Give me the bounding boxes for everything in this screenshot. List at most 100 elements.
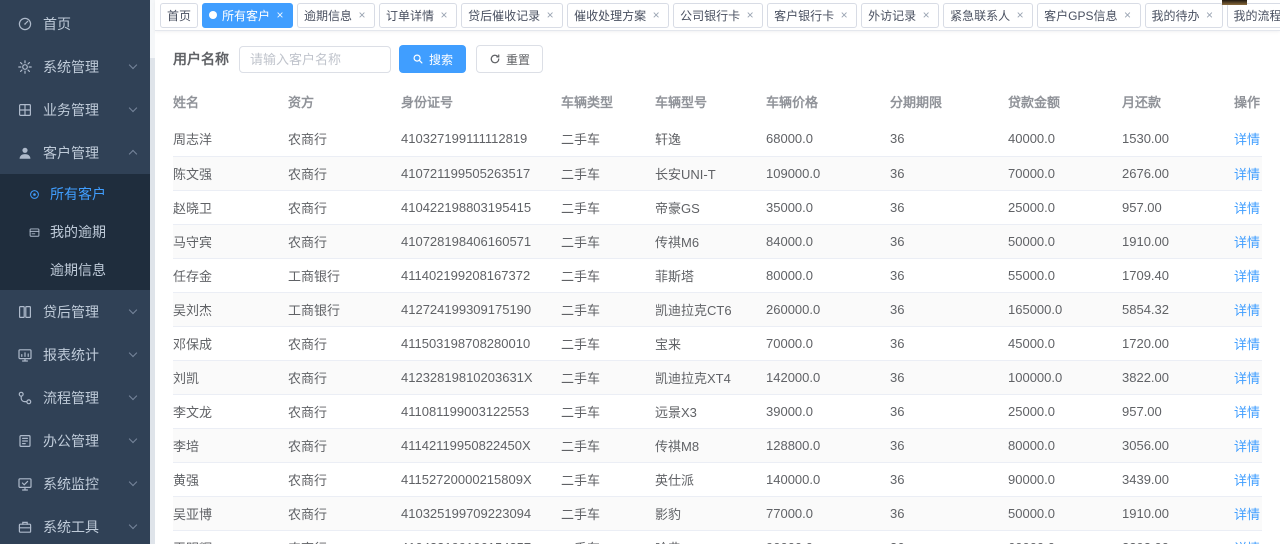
tab[interactable]: 客户GPS信息 × — [1037, 2, 1141, 28]
tab-label: 催收处理方案 — [574, 8, 647, 23]
tab-close-icon[interactable]: × — [546, 8, 554, 22]
table-cell: 90000.0 — [766, 530, 890, 544]
detail-link[interactable]: 详情 — [1233, 370, 1260, 386]
tab-close-icon[interactable]: × — [1123, 8, 1131, 22]
column-header: 分期期限 — [890, 95, 943, 110]
sidebar-item-label: 业务管理 — [43, 101, 99, 118]
table-cell: 68000.0 — [766, 122, 890, 157]
table-cell: 36 — [890, 394, 1008, 429]
tab[interactable]: 逾期信息 × — [297, 2, 376, 28]
sidebar-item[interactable]: 客户管理 — [0, 131, 150, 174]
detail-link[interactable]: 详情 — [1233, 472, 1260, 488]
tab-close-icon[interactable]: × — [746, 8, 754, 22]
sidebar-item[interactable]: 系统工具 — [0, 505, 150, 544]
table-cell: 90000.0 — [1008, 462, 1122, 497]
table-cell: 工商银行 — [288, 292, 401, 327]
table-cell: 轩逸 — [655, 122, 766, 157]
sidebar-item[interactable]: 首页 — [0, 2, 150, 45]
table-cell: 410423199106154357 — [401, 530, 561, 544]
tab[interactable]: 所有客户 × — [202, 2, 294, 28]
detail-link[interactable]: 详情 — [1233, 302, 1260, 318]
detail-link[interactable]: 详情 — [1233, 166, 1260, 182]
tab-label: 所有客户 — [222, 8, 271, 23]
sidebar-item[interactable]: 业务管理 — [0, 88, 150, 131]
table-cell: 凯迪拉克XT4 — [655, 360, 766, 395]
sidebar-item[interactable]: 办公管理 — [0, 419, 150, 462]
detail-link[interactable]: 详情 — [1233, 200, 1260, 216]
detail-link[interactable]: 详情 — [1233, 438, 1260, 454]
chevron-down-icon — [128, 477, 138, 487]
office-icon — [17, 433, 33, 449]
tab[interactable]: 紧急联系人 × — [943, 2, 1034, 28]
table-body: 周志洋 农商行 410327199111112819 二手车 轩逸 68000.0 36 40… — [173, 122, 1262, 544]
table-cell: 传祺M6 — [655, 224, 766, 259]
detail-link[interactable]: 详情 — [1233, 404, 1260, 420]
tab-close-icon[interactable]: × — [1206, 8, 1214, 22]
table-row: 吴亚博 农商行 410325199709223094 二手车 影豹 77000.0 36 50… — [173, 496, 1262, 531]
tab[interactable]: 订单详情 × — [379, 2, 458, 28]
table-cell: 50000.0 — [1008, 496, 1122, 531]
table-cell: 马守宾 — [173, 224, 288, 259]
tab-close-icon[interactable]: × — [922, 8, 930, 22]
tab-close-icon[interactable]: × — [1016, 8, 1024, 22]
sidebar-subitem[interactable]: 所有客户 — [0, 175, 150, 213]
table-cell: 二手车 — [561, 122, 655, 157]
sidebar-item[interactable]: 流程管理 — [0, 376, 150, 419]
tab[interactable]: 我的流程 × — [1226, 2, 1280, 28]
sidebar-item[interactable]: 报表统计 — [0, 333, 150, 376]
sidebar-item[interactable]: 系统监控 — [0, 462, 150, 505]
tab-close-icon[interactable]: × — [276, 8, 284, 22]
table-cell: 二手车 — [561, 326, 655, 361]
sidebar-item[interactable]: 贷后管理 — [0, 290, 150, 333]
reset-button-label: 重置 — [506, 52, 531, 67]
tab-close-icon[interactable]: × — [652, 8, 660, 22]
detail-link[interactable]: 详情 — [1233, 234, 1260, 250]
sidebar-subitem[interactable]: 我的逾期 — [0, 213, 150, 251]
tab-close-icon[interactable]: × — [440, 8, 448, 22]
tab[interactable]: 贷后催收记录 × — [461, 2, 564, 28]
tools-icon — [17, 519, 33, 535]
table-cell: 25000.0 — [1008, 394, 1122, 429]
sidebar-subitem-label: 逾期信息 — [50, 262, 106, 278]
table-cell: 影豹 — [655, 496, 766, 531]
table-cell: 王明辉 — [173, 530, 288, 544]
detail-link[interactable]: 详情 — [1233, 268, 1260, 284]
detail-link[interactable]: 详情 — [1233, 132, 1260, 148]
tab-label: 逾期信息 — [304, 8, 353, 23]
table-cell: 远景X3 — [655, 394, 766, 429]
reset-button[interactable]: 重置 — [476, 45, 544, 73]
sidebar-submenu: 所有客户 我的逾期 逾期信息 — [0, 174, 150, 290]
customer-name-input[interactable] — [239, 45, 391, 73]
table-cell: 宝来 — [655, 326, 766, 361]
tab-label: 紧急联系人 — [950, 8, 1011, 23]
gear-icon — [17, 59, 33, 75]
tab-close-icon[interactable]: × — [358, 8, 366, 22]
sidebar-subitem-label: 所有客户 — [50, 186, 106, 202]
sidebar-subitem[interactable]: 逾期信息 — [0, 251, 150, 289]
sidebar-scrollbar[interactable] — [150, 0, 155, 544]
detail-link[interactable]: 详情 — [1233, 506, 1260, 522]
table-cell: 410325199709223094 — [401, 496, 561, 531]
sidebar-subitem-label: 我的逾期 — [50, 224, 106, 240]
table-cell: 36 — [890, 496, 1008, 531]
table-cell: 411503198708280010 — [401, 326, 561, 361]
sidebar-scrollbar-thumb[interactable] — [150, 0, 155, 58]
table-cell: 410721199505263517 — [401, 156, 561, 191]
search-button[interactable]: 搜索 — [399, 45, 467, 73]
tab[interactable]: 客户银行卡 × — [767, 2, 858, 28]
table-cell: 凯迪拉克CT6 — [655, 292, 766, 327]
tab[interactable]: 我的待办 × — [1144, 2, 1223, 28]
detail-link[interactable]: 详情 — [1234, 541, 1260, 544]
tab-close-icon[interactable]: × — [840, 8, 848, 22]
tab[interactable]: 催收处理方案 × — [567, 2, 670, 28]
tab[interactable]: 首页 — [160, 2, 199, 28]
sidebar-item[interactable]: 系统管理 — [0, 45, 150, 88]
tab[interactable]: 公司银行卡 × — [673, 2, 764, 28]
tab[interactable]: 外访记录 × — [861, 2, 940, 28]
tab-label: 首页 — [167, 8, 192, 23]
table-cell: 刘凯 — [173, 360, 288, 395]
customers-table: 姓名 资方 身份证号 车辆类型 车辆型号 车辆价格 分期期限 贷款金额 月还款 操作 周志洋 农商行… — [173, 85, 1262, 544]
table-cell: 农商行 — [288, 326, 401, 361]
detail-link[interactable]: 详情 — [1233, 336, 1260, 352]
table-cell: 二手车 — [561, 292, 655, 327]
